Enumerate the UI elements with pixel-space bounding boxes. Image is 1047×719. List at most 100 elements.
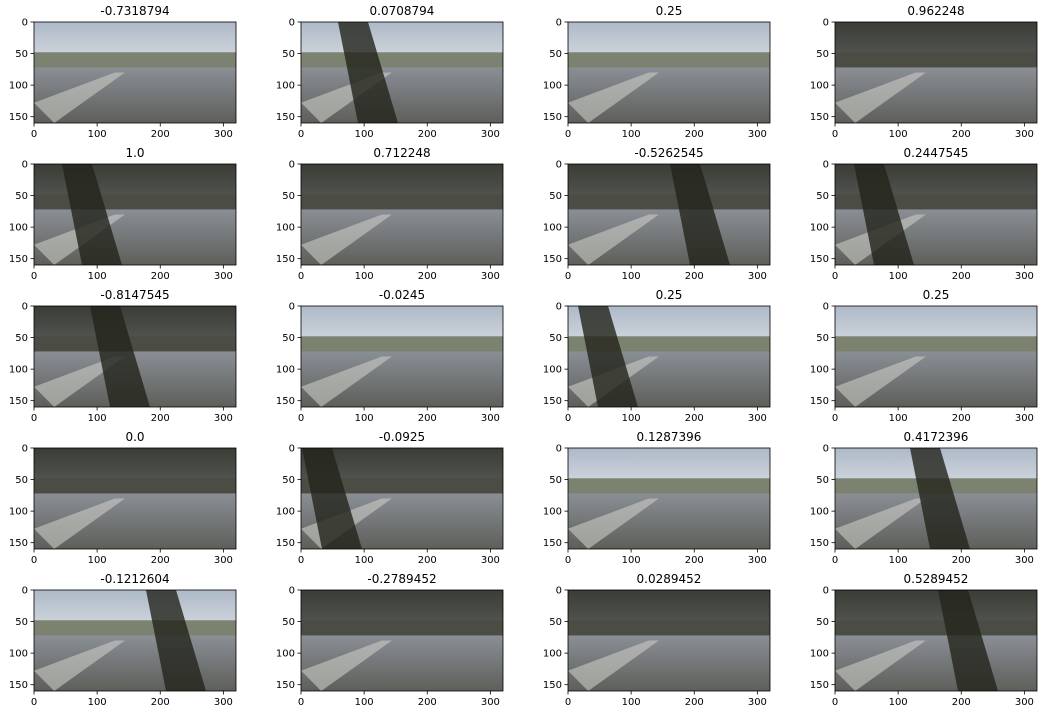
x-tick-label: 100 [355, 555, 374, 566]
road-edge [34, 640, 125, 691]
axes-frame [834, 163, 1038, 266]
y-tick-label: 50 [282, 617, 295, 628]
axes-frame [300, 21, 504, 124]
x-tick-label: 200 [418, 555, 437, 566]
x-tick-label: 100 [889, 697, 908, 708]
x-tick-label: 200 [685, 413, 704, 424]
y-tick-label: 0 [289, 444, 295, 455]
y-tick-label: 150 [276, 112, 295, 123]
x-tick-label: 200 [685, 697, 704, 708]
y-tick-label: 50 [549, 475, 562, 486]
road-image [835, 590, 1037, 691]
x-tick-label: 100 [622, 555, 641, 566]
y-tick-label: 50 [816, 475, 829, 486]
panel-title: 0.0289452 [637, 572, 702, 586]
x-tick-label: 200 [151, 555, 170, 566]
x-tick-label: 0 [565, 413, 571, 424]
y-tick-label: 100 [9, 507, 28, 518]
panel-title: 0.25 [656, 4, 683, 18]
x-tick-label: 100 [355, 271, 374, 282]
panel: -0.5262545 0 100 200 300 0 50 100 150 [543, 146, 771, 282]
panel-title: -0.0925 [379, 430, 425, 444]
x-tick-label: 0 [832, 271, 838, 282]
y-tick-label: 100 [810, 81, 829, 92]
y-tick-label: 100 [810, 649, 829, 660]
y-tick-label: 150 [810, 254, 829, 265]
y-tick-label: 100 [9, 81, 28, 92]
y-tick-label: 50 [549, 617, 562, 628]
x-tick-label: 0 [565, 555, 571, 566]
x-tick-label: 0 [832, 697, 838, 708]
panel: 0.0289452 0 100 200 300 0 50 100 150 [543, 572, 771, 708]
x-tick-label: 300 [748, 271, 767, 282]
axes-frame [33, 447, 237, 550]
y-tick-label: 0 [22, 444, 28, 455]
x-tick-label: 100 [88, 697, 107, 708]
y-tick-label: 150 [543, 680, 562, 691]
shadow [338, 22, 398, 123]
x-tick-label: 200 [952, 697, 971, 708]
y-tick-label: 100 [9, 223, 28, 234]
panel: 1.0 0 100 200 300 0 50 100 150 [9, 146, 237, 282]
y-tick-label: 0 [289, 302, 295, 313]
x-tick-label: 200 [685, 555, 704, 566]
y-tick-label: 0 [556, 160, 562, 171]
y-tick-label: 50 [15, 617, 28, 628]
road-image [34, 590, 236, 691]
y-tick-label: 0 [22, 302, 28, 313]
y-tick-label: 50 [282, 333, 295, 344]
x-tick-label: 200 [418, 697, 437, 708]
x-tick-label: 100 [355, 697, 374, 708]
road-image [301, 590, 503, 691]
x-tick-label: 0 [832, 555, 838, 566]
x-tick-label: 0 [832, 129, 838, 140]
y-tick-label: 100 [810, 365, 829, 376]
x-tick-label: 200 [151, 129, 170, 140]
y-tick-label: 0 [556, 302, 562, 313]
panel-title: 1.0 [125, 146, 144, 160]
y-tick-label: 0 [556, 18, 562, 29]
panel-title: 0.4172396 [904, 430, 969, 444]
x-tick-label: 300 [748, 555, 767, 566]
panel: 0.25 0 100 200 300 0 50 100 150 [810, 288, 1038, 424]
x-tick-label: 100 [889, 271, 908, 282]
road-edge [34, 72, 125, 123]
road-image [835, 448, 1037, 549]
x-tick-label: 100 [889, 129, 908, 140]
x-tick-label: 100 [88, 129, 107, 140]
x-tick-label: 200 [151, 697, 170, 708]
x-tick-label: 300 [214, 271, 233, 282]
road-image [568, 306, 770, 407]
y-tick-label: 0 [556, 586, 562, 597]
road-image [568, 590, 770, 691]
x-tick-label: 100 [88, 271, 107, 282]
axes-frame [567, 305, 771, 408]
y-tick-label: 50 [549, 191, 562, 202]
x-tick-label: 200 [685, 271, 704, 282]
x-tick-label: 300 [214, 697, 233, 708]
road-image [568, 448, 770, 549]
y-tick-label: 150 [810, 112, 829, 123]
y-tick-label: 50 [15, 333, 28, 344]
y-tick-label: 100 [9, 649, 28, 660]
y-tick-label: 0 [22, 18, 28, 29]
road-edge [34, 498, 125, 549]
y-tick-label: 50 [549, 333, 562, 344]
y-tick-label: 100 [543, 507, 562, 518]
y-tick-label: 0 [823, 160, 829, 171]
axes-frame [300, 305, 504, 408]
road-edge [568, 498, 659, 549]
y-tick-label: 100 [810, 507, 829, 518]
shadow [854, 164, 914, 265]
panel-title: -0.5262545 [634, 146, 703, 160]
y-tick-label: 150 [543, 538, 562, 549]
road-edge [568, 214, 659, 265]
road-image [34, 306, 236, 407]
panel: -0.0925 0 100 200 300 0 50 100 150 [276, 430, 504, 566]
shadow [302, 448, 362, 549]
y-tick-label: 150 [9, 680, 28, 691]
x-tick-label: 300 [481, 555, 500, 566]
x-tick-label: 200 [685, 129, 704, 140]
y-tick-label: 150 [276, 680, 295, 691]
